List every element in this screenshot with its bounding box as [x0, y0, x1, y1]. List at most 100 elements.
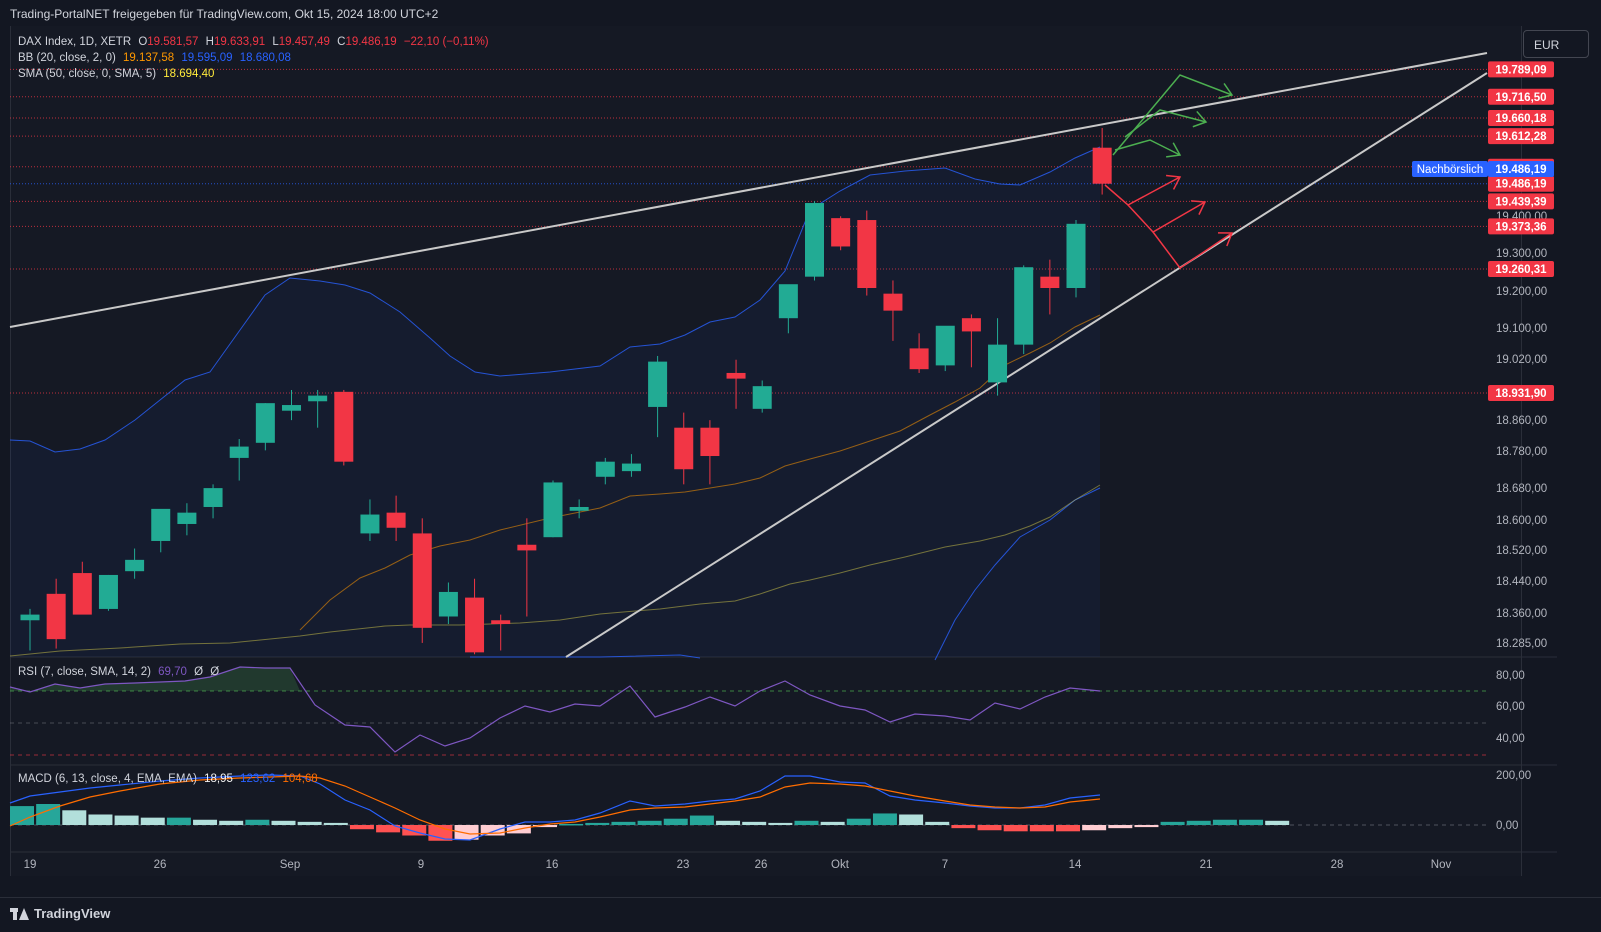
- legend-bb: BB (20, close, 2, 0) 19.137,58 19.595,09…: [18, 51, 291, 65]
- macd-histogram-bar: [820, 821, 845, 825]
- price-axis-tick: 19.300,00: [1496, 248, 1547, 260]
- candle: [465, 578, 485, 655]
- rsi-label[interactable]: RSI (7, close, SMA, 14, 2): [18, 666, 151, 678]
- candle-body: [282, 405, 301, 411]
- scenario-arrow-down-3-head: [1217, 232, 1234, 247]
- tradingview-logo[interactable]: TradingView: [10, 906, 110, 921]
- tradingview-logo-icon: [10, 907, 29, 920]
- macd-histogram-bar: [1265, 820, 1290, 825]
- candle-body: [805, 203, 824, 277]
- bb-label[interactable]: BB (20, close, 2, 0): [18, 52, 116, 64]
- candle: [595, 457, 615, 485]
- macd-histogram-bar: [297, 821, 322, 825]
- macd-label[interactable]: MACD (6, 13, close, 4, EMA, EMA): [18, 773, 197, 785]
- price-label-bg-2: [1488, 110, 1554, 127]
- price-label-7: 19.373,36: [1495, 221, 1546, 233]
- candle-body: [621, 463, 641, 472]
- macd-line-value: 123,62: [240, 773, 276, 785]
- time-axis-tick: 9: [418, 859, 424, 871]
- candle: [648, 355, 668, 438]
- price-axis-tick: 18.600,00: [1496, 515, 1547, 527]
- price-axis-tick: 18.520,00: [1496, 545, 1547, 557]
- rsi-axis-tick: 60,00: [1496, 701, 1525, 713]
- candle: [569, 499, 589, 519]
- candle-body: [46, 593, 66, 640]
- chart-area[interactable]: [10, 26, 1522, 876]
- candle-body: [308, 395, 328, 402]
- candle: [20, 608, 40, 651]
- currency-button[interactable]: EUR: [1523, 30, 1589, 58]
- bb-lower-line-a: [470, 654, 701, 659]
- candle-body: [935, 325, 955, 366]
- candle: [282, 389, 301, 421]
- macd-histogram-bar: [925, 821, 950, 825]
- macd-histogram-bar: [846, 818, 871, 825]
- open-value: 19.581,57: [147, 36, 199, 48]
- candle: [229, 439, 249, 481]
- sma-label[interactable]: SMA (50, close, 0, SMA, 5): [18, 68, 157, 80]
- macd-histogram-bar: [271, 820, 296, 825]
- macd-histogram-bar: [872, 813, 897, 825]
- macd-histogram-bar: [454, 825, 479, 840]
- scenario-arrow-up-1: [1112, 74, 1234, 156]
- symbol-label[interactable]: DAX Index, 1D, XETR: [18, 36, 132, 48]
- macd-histogram-bar: [10, 806, 34, 825]
- candle: [831, 216, 851, 251]
- candle: [909, 333, 929, 373]
- price-label-bg-5: [1488, 175, 1554, 192]
- price-label-bg-6: [1488, 193, 1554, 210]
- candle-body: [125, 559, 145, 572]
- candle: [883, 280, 903, 341]
- rsi-axis-tick: 40,00: [1496, 733, 1525, 745]
- candle-body: [700, 427, 720, 457]
- macd-histogram-bar: [663, 818, 688, 825]
- rsi-line: [9, 666, 1101, 753]
- macd-histogram-bar: [559, 823, 584, 826]
- candle: [1066, 220, 1086, 298]
- price-label-6: 19.439,39: [1495, 196, 1546, 208]
- candle-body: [20, 614, 40, 621]
- price-label-3: 19.612,28: [1495, 131, 1547, 143]
- scenario-arrow-up-3-head: [1166, 142, 1182, 158]
- macd-histogram-bar: [1134, 825, 1159, 828]
- macd-histogram-bar: [951, 825, 976, 829]
- candle-body: [752, 386, 772, 409]
- macd-axis-tick: 0,00: [1496, 820, 1518, 832]
- scenario-arrow-up-3: [1114, 139, 1182, 158]
- macd-histogram-bar: [114, 815, 139, 825]
- candle-body: [177, 512, 197, 524]
- candle-body: [255, 403, 275, 443]
- macd-histogram-bar: [716, 820, 741, 825]
- macd-histogram-bar: [219, 820, 244, 825]
- share-header-text: Trading-PortalNET freigegeben für Tradin…: [10, 7, 439, 21]
- footer: TradingView: [0, 897, 1601, 932]
- tradingview-logo-text: TradingView: [34, 906, 111, 921]
- price-label-1: 19.716,50: [1495, 92, 1546, 104]
- trendline-upper: [9, 52, 1488, 328]
- rsi-extra1: Ø: [194, 666, 204, 678]
- candle-body: [595, 461, 615, 477]
- scenario-arrow-up-2-head: [1192, 110, 1208, 128]
- macd-histogram-bar: [533, 825, 557, 828]
- time-axis-tick: 23: [677, 859, 690, 871]
- price-label-bg-7: [1488, 218, 1554, 235]
- candle: [726, 359, 746, 409]
- candle-body: [1040, 276, 1060, 288]
- candle: [1092, 127, 1112, 195]
- candle-body: [465, 597, 485, 653]
- candle-body: [517, 544, 537, 551]
- candle: [125, 548, 145, 579]
- candle: [961, 314, 981, 368]
- macd-histogram-bar: [349, 825, 374, 830]
- time-axis-tick: Sep: [280, 859, 300, 871]
- macd-histogram-bar: [977, 825, 1002, 831]
- macd-histogram-bar: [88, 814, 113, 825]
- macd-histogram-bar: [480, 825, 505, 836]
- candle: [543, 480, 563, 538]
- scenario-arrow-down-1-head: [1165, 174, 1182, 190]
- legend-main: DAX Index, 1D, XETR O19.581,57 H19.633,9…: [18, 35, 489, 49]
- candle: [386, 495, 406, 541]
- candle-body: [386, 512, 406, 528]
- candle: [203, 484, 223, 519]
